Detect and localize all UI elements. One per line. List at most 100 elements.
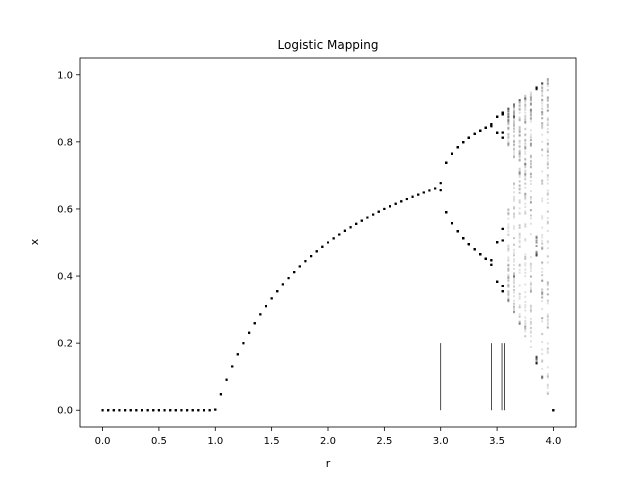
data-point — [445, 211, 448, 214]
data-point — [552, 409, 555, 412]
data-point — [546, 150, 549, 153]
data-point — [484, 126, 487, 129]
data-point — [484, 126, 487, 129]
data-point — [473, 248, 476, 251]
data-point — [501, 111, 504, 114]
data-point — [507, 118, 510, 121]
data-point — [467, 243, 470, 246]
data-point — [445, 161, 448, 164]
data-point — [552, 409, 555, 412]
data-point — [501, 239, 504, 242]
data-point — [546, 221, 549, 224]
data-point — [524, 166, 527, 169]
data-point — [529, 110, 532, 113]
data-point — [462, 237, 465, 240]
data-point — [462, 141, 465, 144]
data-point — [321, 245, 324, 248]
data-point — [501, 111, 504, 114]
data-point — [473, 248, 476, 251]
data-point — [501, 290, 504, 293]
data-point — [552, 409, 555, 412]
data-point — [501, 113, 504, 116]
data-point — [462, 141, 465, 144]
data-point — [535, 357, 538, 359]
data-point — [456, 230, 459, 233]
data-point — [507, 115, 510, 118]
data-point — [445, 161, 448, 164]
data-point — [467, 243, 470, 246]
data-point — [490, 125, 493, 128]
data-point — [507, 278, 510, 281]
data-point — [529, 165, 532, 168]
data-point — [445, 211, 448, 214]
data-point — [524, 139, 527, 142]
data-point — [529, 179, 532, 182]
data-point — [524, 162, 527, 165]
data-point — [552, 409, 555, 412]
data-point — [462, 141, 465, 144]
data-point — [501, 111, 504, 114]
plot-area — [101, 77, 555, 412]
data-point — [496, 241, 499, 244]
data-point — [518, 151, 521, 154]
data-point — [467, 136, 470, 139]
data-point — [501, 239, 504, 242]
data-point — [546, 130, 549, 133]
data-point — [490, 259, 493, 262]
data-point — [343, 229, 346, 232]
data-point — [456, 146, 459, 149]
data-point — [546, 79, 549, 82]
data-point — [535, 254, 538, 257]
data-point — [484, 126, 487, 129]
data-point — [507, 212, 510, 215]
data-point — [496, 115, 499, 118]
data-point — [546, 77, 549, 80]
data-point — [496, 131, 499, 134]
data-point — [462, 141, 465, 144]
data-point — [451, 152, 453, 155]
y-tick-label: 0.6 — [57, 204, 73, 215]
data-point — [473, 248, 476, 251]
data-point — [518, 107, 521, 110]
data-point — [552, 409, 555, 412]
data-point — [524, 173, 527, 176]
data-point — [496, 115, 499, 118]
data-point — [445, 161, 448, 164]
data-point — [541, 197, 544, 200]
data-point — [496, 280, 499, 283]
data-point — [513, 263, 515, 266]
data-point — [451, 222, 453, 225]
data-point — [552, 409, 555, 412]
data-point — [546, 123, 549, 126]
data-point — [518, 315, 521, 318]
data-point — [507, 107, 510, 110]
data-point — [484, 126, 487, 129]
data-point — [445, 161, 448, 164]
data-point — [456, 146, 459, 149]
data-point — [552, 409, 555, 412]
data-point — [490, 125, 493, 128]
data-point — [524, 115, 527, 118]
data-point — [445, 211, 448, 214]
data-point — [496, 280, 499, 283]
data-point — [535, 254, 538, 257]
data-point — [535, 86, 538, 89]
data-point — [529, 217, 532, 220]
data-point — [552, 409, 555, 412]
data-point — [552, 409, 555, 412]
data-point — [490, 259, 493, 262]
data-point — [451, 152, 453, 155]
data-point — [473, 248, 476, 251]
data-point — [496, 131, 499, 134]
data-point — [479, 253, 482, 256]
data-point — [501, 111, 504, 114]
data-point — [445, 211, 448, 214]
data-point — [445, 161, 448, 164]
data-point — [467, 136, 470, 139]
data-point — [467, 243, 470, 246]
data-point — [445, 161, 448, 164]
data-point — [484, 257, 487, 260]
data-point — [513, 280, 515, 283]
data-point — [546, 142, 549, 145]
data-point — [524, 163, 527, 166]
